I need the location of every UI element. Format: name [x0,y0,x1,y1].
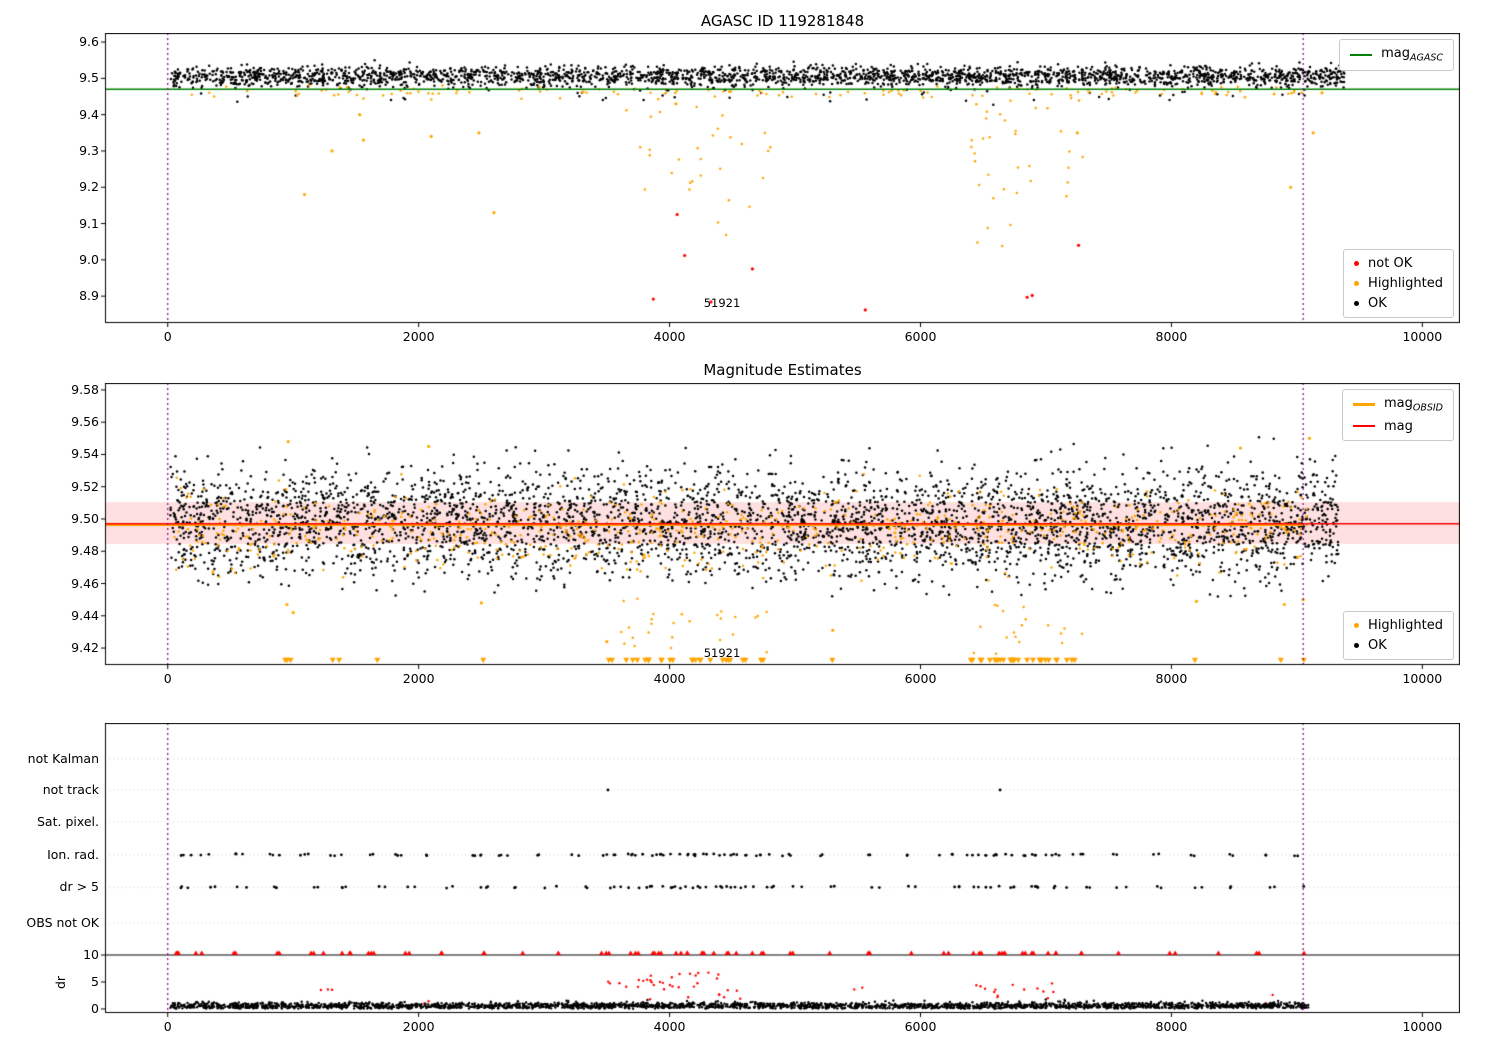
legend-item: OK [1354,296,1443,311]
x-tick-label: 4000 [653,1019,686,1034]
legend-label: Highlighted [1368,276,1443,291]
legend-label: magOBSID [1383,396,1443,414]
x-tick-label: 2000 [402,1019,435,1034]
y-tick-label: 9.50 [71,510,99,526]
x-tick-label: 6000 [904,1019,937,1034]
x-tick-label: 2000 [402,329,435,344]
legend-line-marker [1350,53,1373,56]
plot1-obsid-annotation: 51921 [703,296,741,310]
plot1-title: AGASC ID 119281848 [700,12,865,30]
legend-dot-marker [1354,301,1360,306]
legend-item: magAGASC [1350,46,1443,64]
plot2-legend-mag-lines: magOBSID mag [1341,389,1454,441]
x-tick-label: 0 [163,329,172,344]
legend-item: Highlighted [1354,276,1443,291]
x-tick-label: 0 [163,1019,172,1034]
y-tick-label: 9.2 [79,179,99,195]
category-label: Sat. pixel. [37,813,99,829]
x-tick-label: 10000 [1402,329,1443,344]
dr-tick-label: 0 [91,1000,99,1016]
x-tick-label: 0 [163,671,172,686]
y-tick-label: 9.0 [79,251,99,267]
dr-tick-label: 10 [83,947,99,962]
legend-line-marker [1352,403,1375,407]
x-tick-label: 4000 [653,671,686,686]
x-tick-label: 2000 [402,671,435,686]
y-tick-label: 9.52 [71,478,99,494]
legend-label: OK [1368,296,1387,311]
x-tick-label: 6000 [904,671,937,686]
y-tick-label: 9.3 [79,142,99,158]
legend-item: magOBSID [1352,396,1443,414]
y-tick-label: 9.42 [71,640,99,656]
legend-dot-marker [1354,261,1360,266]
category-label: OBS not OK [26,915,99,931]
x-tick-label: 8000 [1155,329,1188,344]
category-label: dr > 5 [59,879,99,895]
legend-label: Highlighted [1368,618,1443,633]
plot1-magnitudes-canvas [99,33,1460,329]
y-tick-label: 9.58 [71,381,99,397]
y-tick-label: 9.5 [79,70,99,86]
legend-line-marker [1352,425,1375,428]
legend-item: OK [1354,638,1443,653]
category-label: not Kalman [27,750,99,766]
x-tick-label: 8000 [1155,671,1188,686]
legend-label: magAGASC [1381,46,1443,64]
legend-item: Highlighted [1354,618,1443,633]
dr-tick-label: 5 [91,973,99,989]
category-label: not track [42,781,99,797]
y-tick-label: 9.4 [79,106,99,122]
legend-dot-marker [1354,623,1360,628]
legend-label: OK [1368,638,1387,653]
legend-dot-marker [1354,643,1360,648]
plot2-magnitude-estimates-canvas [99,383,1460,671]
plot1-legend-mag-line: magAGASC [1339,39,1454,71]
plot1-legend-series: not OK Highlighted OK [1343,249,1454,318]
plot2-title: Magnitude Estimates [703,361,862,379]
x-tick-label: 10000 [1402,1019,1443,1034]
y-tick-label: 9.48 [71,543,99,559]
y-tick-label: 9.44 [71,607,99,623]
x-tick-label: 10000 [1402,671,1443,686]
plot2-obsid-annotation: 51921 [703,646,741,660]
y-tick-label: 9.6 [79,34,99,50]
y-tick-label: 9.56 [71,414,99,430]
legend-label: mag [1383,418,1413,434]
y-tick-label: 9.46 [71,575,99,591]
legend-item: not OK [1354,256,1443,271]
legend-label: not OK [1368,256,1413,271]
x-tick-label: 4000 [653,329,686,344]
plot2-legend-series: Highlighted OK [1343,611,1454,660]
x-tick-label: 8000 [1155,1019,1188,1034]
legend-item: mag [1352,418,1443,434]
legend-dot-marker [1354,281,1360,286]
x-tick-label: 6000 [904,329,937,344]
plot3-flags-dr-canvas [99,723,1460,1019]
y-tick-label: 8.9 [79,288,99,304]
category-label: Ion. rad. [47,846,99,862]
y-tick-label: 9.54 [71,446,99,462]
y-tick-label: 9.1 [79,215,99,231]
